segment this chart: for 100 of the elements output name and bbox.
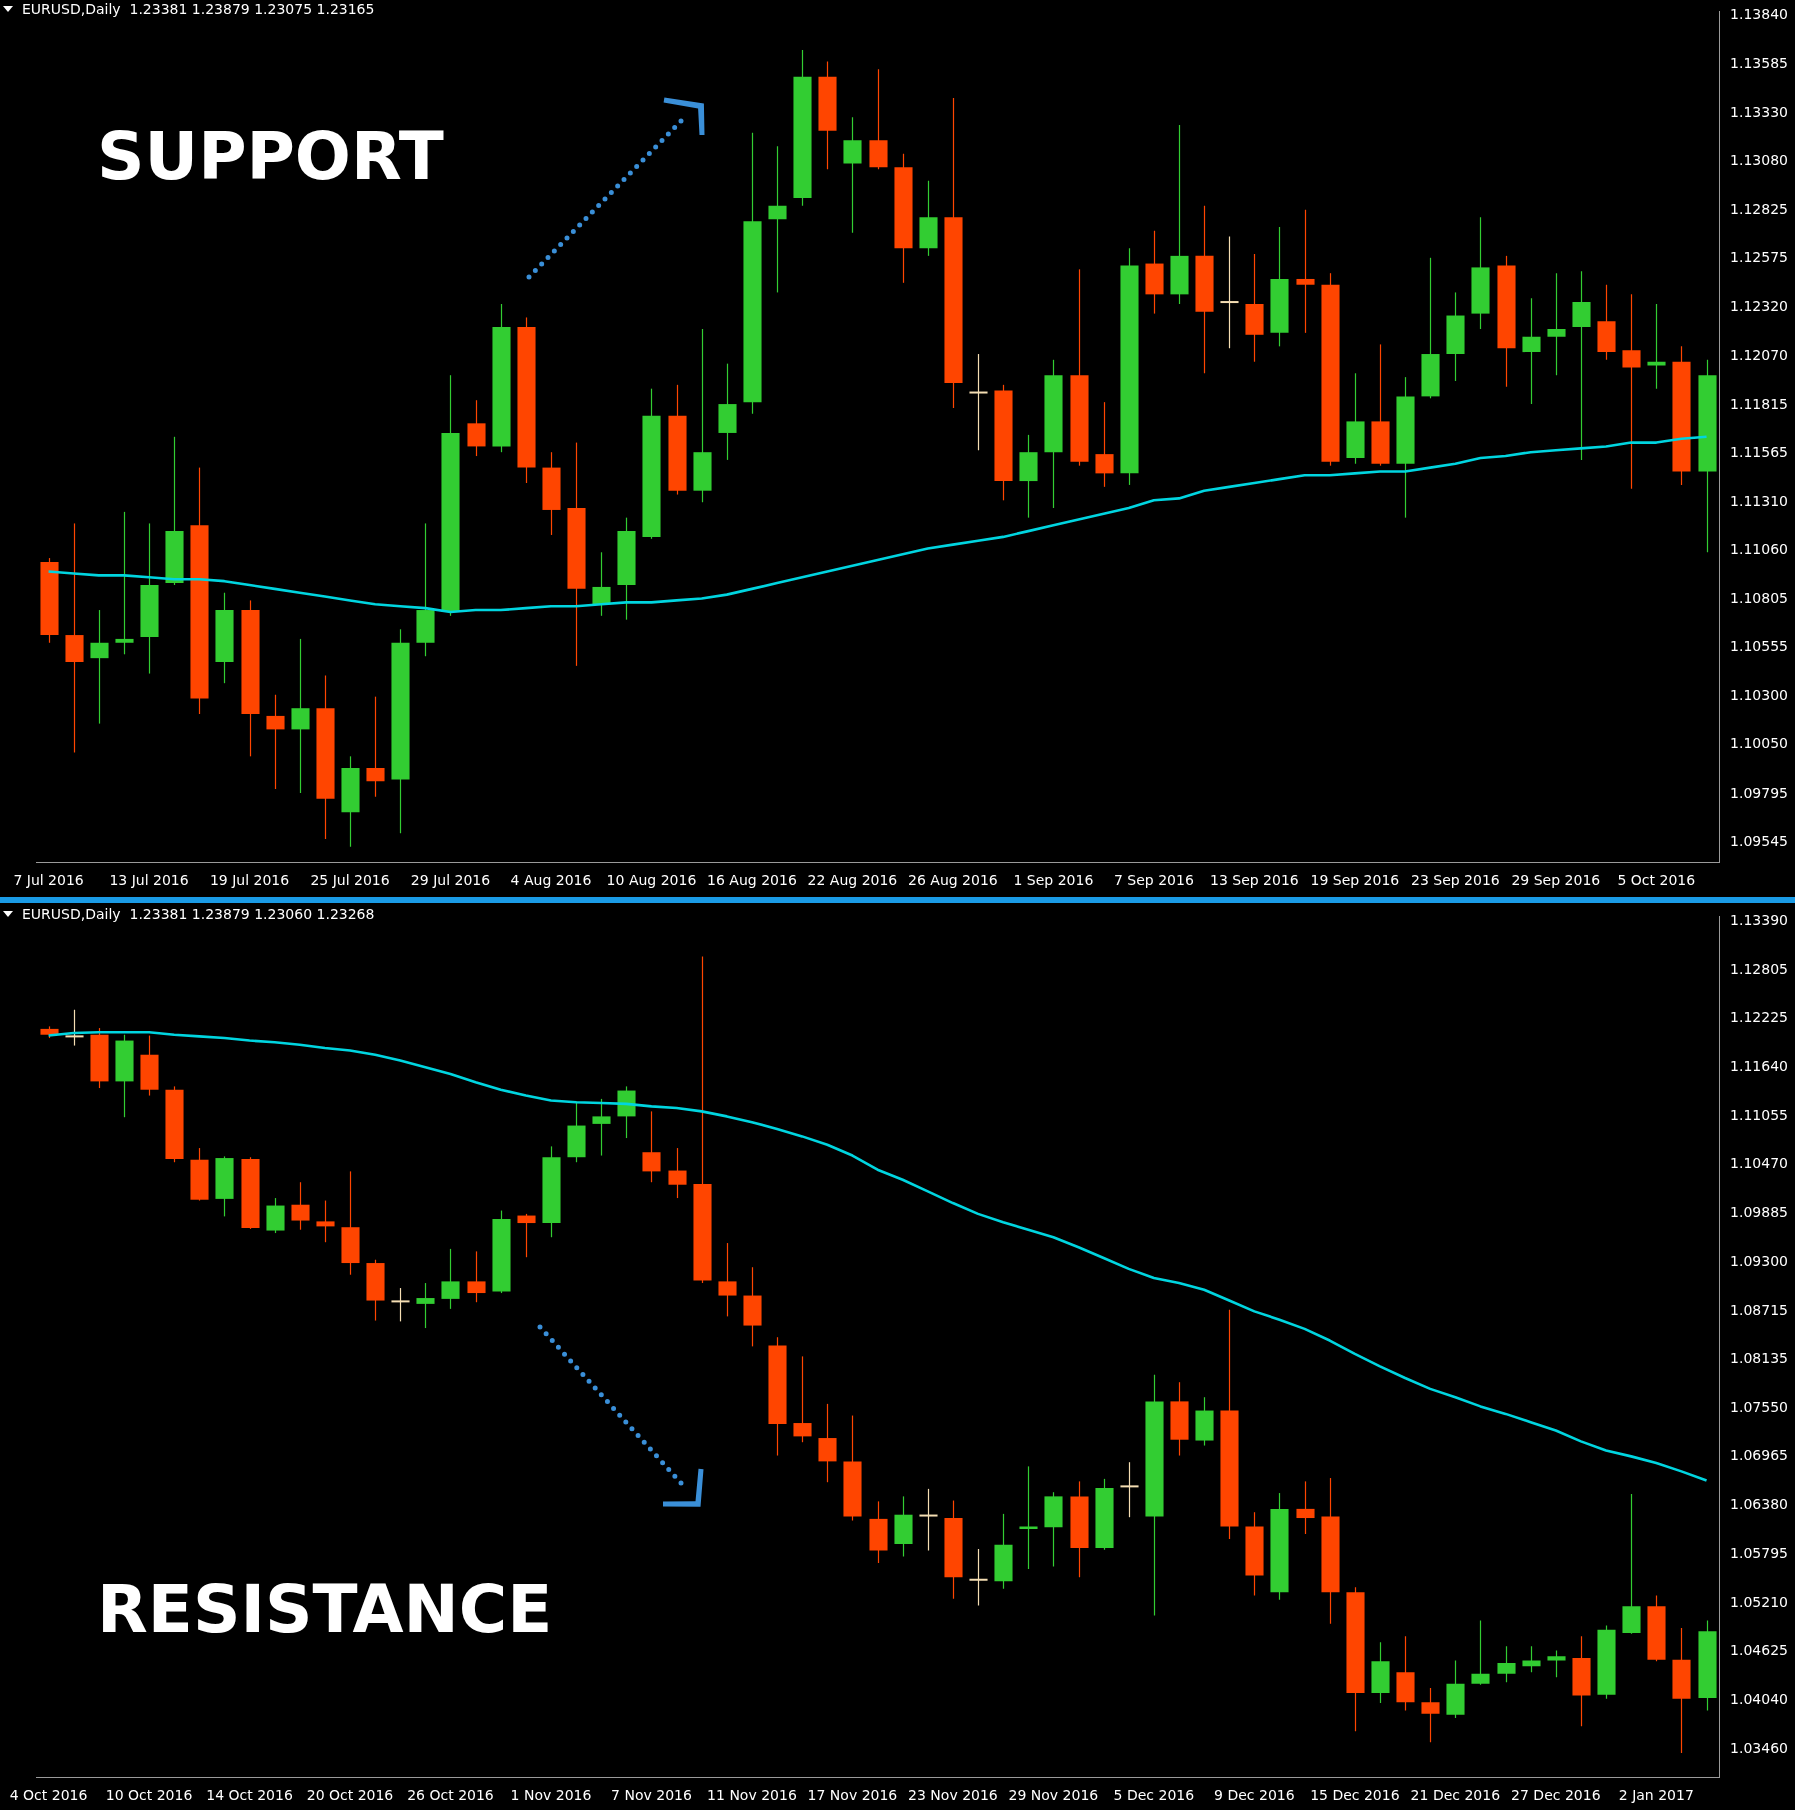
x-tick-label: 19 Jul 2016 [209, 872, 290, 889]
chart-title: EURUSD,Daily 1.23381 1.23879 1.23075 1.23165 [22, 1, 375, 17]
candlestick [1497, 1645, 1516, 1683]
candlestick [1421, 1687, 1440, 1743]
x-tick-label: 4 Aug 2016 [510, 872, 592, 889]
x-tick-label: 7 Nov 2016 [611, 1787, 692, 1804]
y-tick-label: 1.10805 [1730, 590, 1789, 607]
y-tick-label: 1.10300 [1730, 687, 1789, 704]
y-tick-label: 1.11565 [1730, 443, 1789, 460]
candlestick [65, 522, 84, 754]
y-tick-label: 1.10050 [1730, 735, 1789, 752]
x-tick-label: 19 Sep 2016 [1310, 872, 1400, 889]
y-tick-label: 1.04040 [1730, 1691, 1789, 1708]
x-tick-label: 29 Nov 2016 [1008, 1787, 1099, 1804]
x-tick-label: 17 Nov 2016 [807, 1787, 898, 1804]
x-tick-label: 27 Dec 2016 [1511, 1787, 1601, 1804]
x-tick-label: 15 Dec 2016 [1310, 1787, 1400, 1804]
candlestick [1119, 1461, 1140, 1518]
y-tick-label: 1.13840 [1730, 5, 1789, 22]
candlestick [316, 1199, 335, 1243]
candlestick [1647, 303, 1666, 390]
candlestick [64, 1009, 85, 1047]
x-tick-label: 22 Aug 2016 [807, 872, 898, 889]
candlestick [768, 145, 787, 294]
candlestick [291, 1181, 310, 1231]
candlestick [793, 1355, 812, 1443]
candlestick [366, 696, 385, 798]
candlestick [718, 1242, 737, 1317]
y-tick-label: 1.06380 [1730, 1496, 1789, 1513]
candlestick [1296, 1480, 1315, 1535]
x-tick-label: 1 Nov 2016 [510, 1787, 592, 1804]
x-tick-label: 23 Nov 2016 [908, 1787, 998, 1804]
y-tick-label: 1.09795 [1730, 784, 1789, 801]
y-tick-label: 1.11815 [1730, 395, 1789, 412]
x-tick-label: 10 Aug 2016 [606, 872, 697, 889]
x-tick-label: 26 Aug 2016 [908, 872, 998, 889]
candlestick [592, 1098, 611, 1157]
y-tick-label: 1.13390 [1730, 912, 1789, 929]
y-tick-label: 1.05210 [1730, 1593, 1789, 1610]
candlestick [441, 1248, 460, 1310]
candlestick [968, 1548, 989, 1607]
y-tick-label: 1.09885 [1730, 1204, 1789, 1221]
x-tick-label: 7 Jul 2016 [13, 872, 84, 889]
x-tick-label: 14 Oct 2016 [206, 1787, 293, 1804]
y-tick-label: 1.07550 [1730, 1398, 1789, 1415]
annotation: SUPPORT [97, 118, 444, 195]
y-tick-label: 1.13080 [1730, 152, 1789, 169]
y-tick-label: 1.10470 [1730, 1155, 1789, 1172]
x-tick-label: 4 Oct 2016 [9, 1787, 88, 1804]
candlestick [1296, 209, 1315, 334]
y-tick-label: 1.11310 [1730, 492, 1789, 509]
candlestick [517, 1213, 536, 1258]
y-tick-label: 1.12320 [1730, 298, 1789, 315]
y-tick-label: 1.11055 [1730, 1106, 1789, 1123]
x-tick-label: 25 Jul 2016 [310, 872, 390, 889]
y-tick-label: 1.12805 [1730, 960, 1789, 977]
candlestick [668, 1147, 687, 1199]
candlestick [1095, 401, 1114, 488]
y-tick-label: 1.11640 [1730, 1057, 1789, 1074]
candlestick [467, 1250, 486, 1303]
x-tick-label: 10 Oct 2016 [105, 1787, 193, 1804]
candlestick [818, 1403, 837, 1483]
y-tick-label: 1.12070 [1730, 346, 1789, 363]
y-tick-label: 1.12575 [1730, 249, 1789, 266]
y-tick-label: 1.05795 [1730, 1544, 1789, 1561]
x-tick-label: 11 Nov 2016 [707, 1787, 797, 1804]
x-tick-label: 29 Sep 2016 [1511, 872, 1601, 889]
y-tick-label: 1.06965 [1730, 1447, 1789, 1464]
chart-title: EURUSD,Daily 1.23381 1.23879 1.23060 1.23268 [22, 906, 375, 922]
candlestick [1522, 1645, 1541, 1673]
x-tick-label: 5 Dec 2016 [1113, 1787, 1195, 1804]
candlestick [115, 511, 134, 655]
x-tick-label: 7 Sep 2016 [1113, 872, 1194, 889]
x-tick-label: 20 Oct 2016 [306, 1787, 394, 1804]
candlestick [416, 1282, 435, 1329]
x-tick-label: 21 Dec 2016 [1410, 1787, 1501, 1804]
x-tick-label: 2 Jan 2017 [1618, 1787, 1694, 1804]
candlestick [642, 1110, 661, 1183]
y-tick-label: 1.03460 [1730, 1739, 1789, 1756]
y-tick-label: 1.13585 [1730, 54, 1789, 71]
x-tick-label: 23 Sep 2016 [1410, 872, 1500, 889]
y-tick-label: 1.12825 [1730, 201, 1789, 218]
y-tick-label: 1.10555 [1730, 638, 1789, 655]
y-tick-label: 1.08715 [1730, 1301, 1789, 1318]
y-tick-label: 1.11060 [1730, 541, 1789, 558]
candlestick [1522, 297, 1541, 405]
candlestick [90, 609, 109, 725]
candlestick [1471, 1619, 1490, 1686]
x-tick-label: 13 Sep 2016 [1210, 872, 1299, 889]
x-tick-label: 29 Jul 2016 [410, 872, 491, 889]
y-tick-label: 1.04625 [1730, 1642, 1789, 1659]
candlestick [918, 1488, 939, 1552]
candlestick [592, 551, 611, 617]
candlestick [390, 1287, 411, 1322]
candlestick [1547, 272, 1566, 376]
candlestick [1622, 293, 1641, 490]
candlestick [467, 399, 486, 457]
x-tick-label: 9 Dec 2016 [1214, 1787, 1295, 1804]
x-tick-label: 13 Jul 2016 [109, 872, 189, 889]
y-tick-label: 1.09300 [1730, 1252, 1789, 1269]
